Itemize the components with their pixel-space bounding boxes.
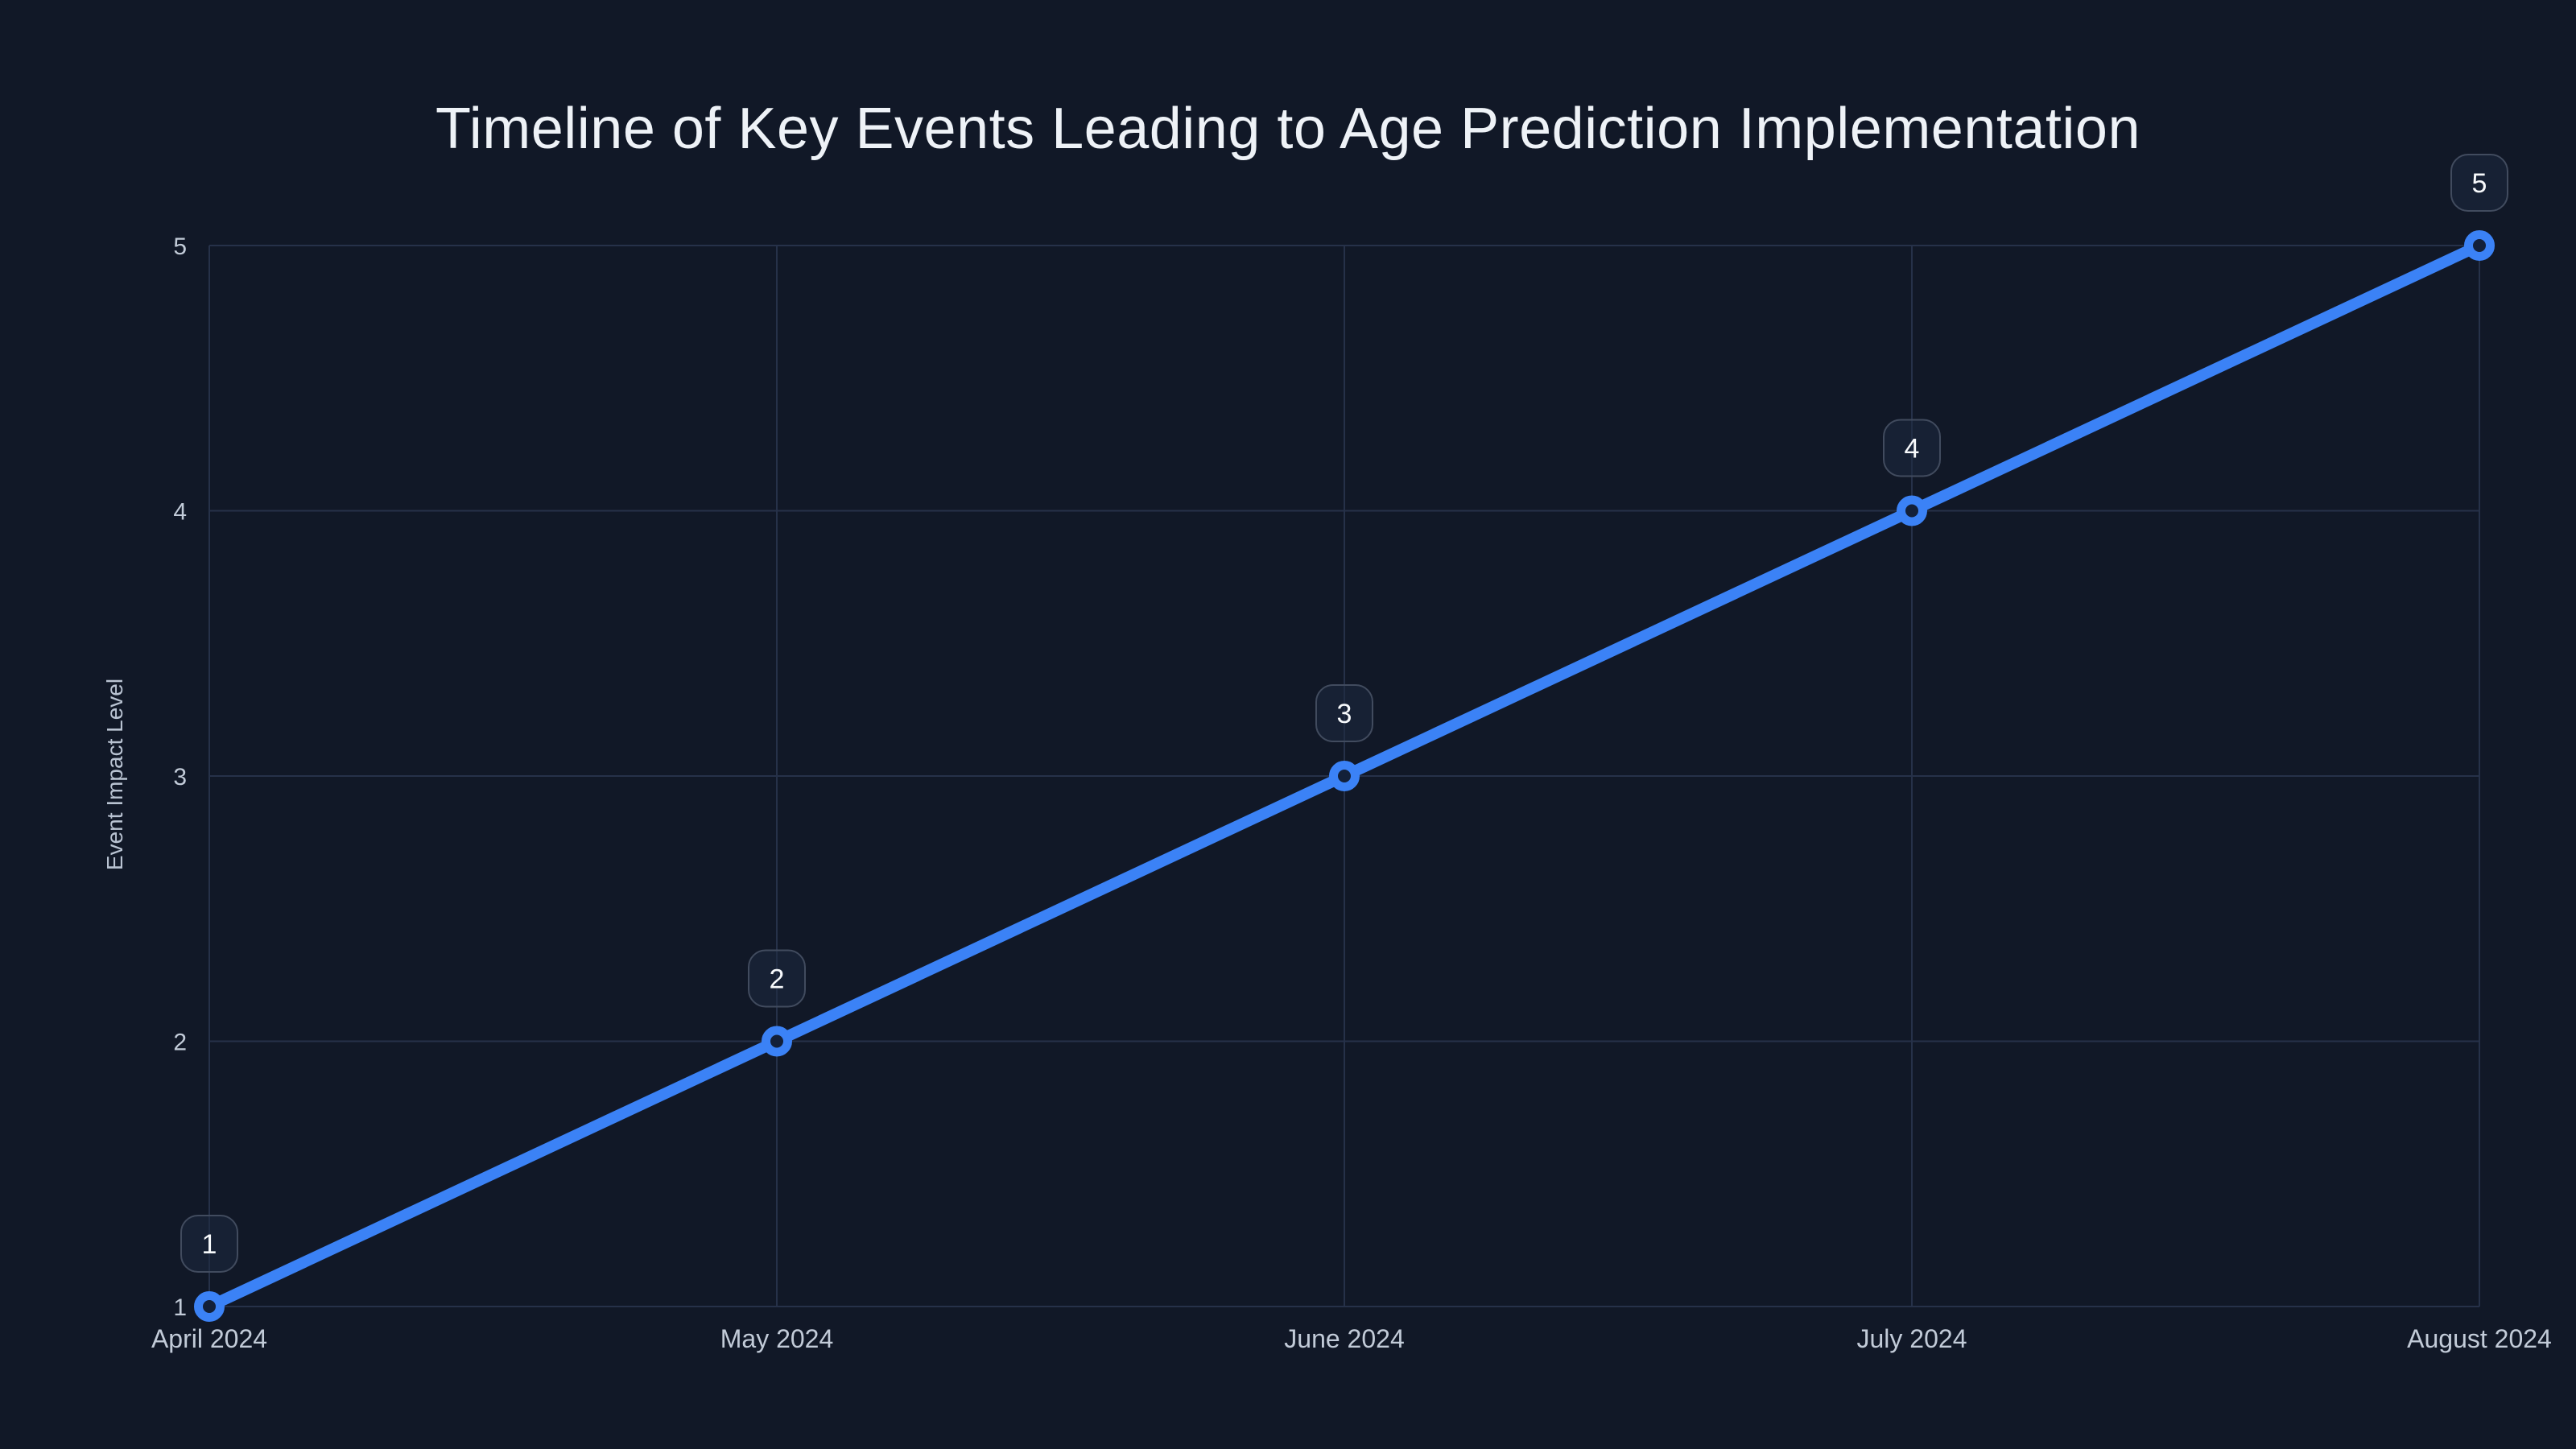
point-label-badge xyxy=(180,1215,238,1273)
data-point[interactable] xyxy=(194,1291,225,1322)
data-point[interactable] xyxy=(1329,761,1360,791)
y-tick-label: 5 xyxy=(173,233,187,260)
x-tick-label: April 2024 xyxy=(151,1324,267,1353)
point-label-text: 1 xyxy=(202,1229,217,1260)
x-tick-label: July 2024 xyxy=(1857,1324,1967,1353)
point-label-badge xyxy=(748,949,806,1008)
point-label-text: 3 xyxy=(1337,699,1352,729)
point-label-text: 2 xyxy=(770,964,785,995)
point-label-badge xyxy=(1315,684,1373,742)
x-tick-label: June 2024 xyxy=(1284,1324,1404,1353)
y-tick-label: 2 xyxy=(173,1030,187,1056)
y-tick-label: 1 xyxy=(173,1294,187,1321)
y-tick-label: 3 xyxy=(173,764,187,791)
point-label-badge xyxy=(2450,154,2508,212)
data-point[interactable] xyxy=(2464,230,2495,261)
point-label-text: 4 xyxy=(1905,434,1920,464)
chart-title: Timeline of Key Events Leading to Age Pr… xyxy=(435,97,2141,161)
x-tick-label: August 2024 xyxy=(2407,1324,2552,1353)
point-label-badge xyxy=(1883,419,1941,477)
point-label-text: 5 xyxy=(2472,168,2487,199)
y-tick-label: 4 xyxy=(173,499,187,526)
x-tick-label: May 2024 xyxy=(720,1324,834,1353)
data-point[interactable] xyxy=(762,1026,792,1057)
data-point[interactable] xyxy=(1897,495,1927,526)
